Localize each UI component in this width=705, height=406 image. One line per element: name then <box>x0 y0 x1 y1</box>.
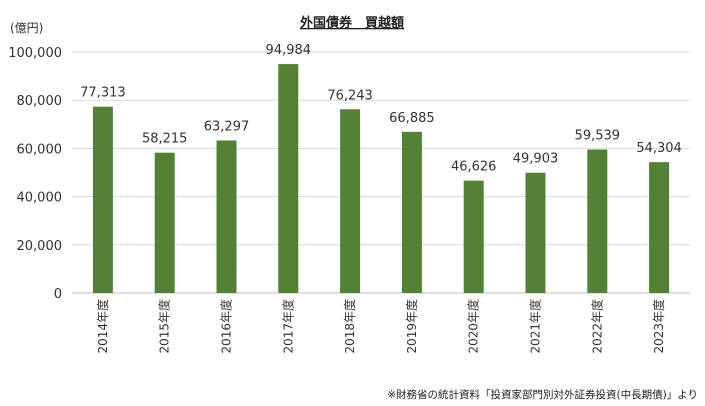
bar <box>463 180 484 293</box>
data-label: 66,885 <box>389 111 435 126</box>
data-label: 58,215 <box>142 132 188 147</box>
x-tick-label: 2021年度 <box>528 299 543 354</box>
source-note: ※財務省の統計資料「投資家部門別対外証券投資(中長期債)」より <box>387 388 698 401</box>
y-tick-label: 20,000 <box>17 239 63 254</box>
data-label: 63,297 <box>204 119 250 134</box>
y-tick-label: 60,000 <box>17 142 63 157</box>
x-tick-label: 2016年度 <box>219 299 234 354</box>
x-tick-label: 2019年度 <box>404 299 419 354</box>
x-tick-label: 2018年度 <box>342 299 357 354</box>
gridlines <box>72 51 690 246</box>
data-label: 76,243 <box>327 88 373 103</box>
bar <box>340 109 361 294</box>
data-label: 46,626 <box>451 160 497 175</box>
chart-title: 外国債券 買越額 <box>299 15 404 31</box>
bar <box>154 152 175 293</box>
x-tick-label: 2017年度 <box>280 299 295 354</box>
data-label: 77,313 <box>80 86 126 101</box>
y-tick-label: 100,000 <box>8 46 62 61</box>
x-tick-label: 2023年度 <box>651 299 666 354</box>
y-tick-label: 80,000 <box>17 94 63 109</box>
x-tick-label: 2015年度 <box>157 299 172 354</box>
y-tick-label: 40,000 <box>17 191 63 206</box>
bar <box>92 106 113 294</box>
bar <box>525 172 546 293</box>
x-tick-label: 2020年度 <box>466 299 481 354</box>
data-labels: 77,313 58,215 63,297 94,984 76,243 66,885 46,6… <box>80 43 682 175</box>
x-axis-labels: 2014年度 2015年度 2016年度 2017年度 2018年度 2019年度 2020… <box>95 299 666 354</box>
x-tick-label: 2022年度 <box>589 299 604 354</box>
y-tick-label: 0 <box>54 287 62 302</box>
bar <box>278 64 299 293</box>
data-label: 54,304 <box>636 141 682 156</box>
y-axis-unit-label: (億円) <box>10 21 43 35</box>
bars <box>92 64 670 294</box>
bar <box>401 131 422 293</box>
bar <box>216 140 237 293</box>
y-axis-ticks: 0 20,000 40,000 60,000 80,000 100,000 <box>8 46 62 302</box>
bar <box>587 149 608 293</box>
x-tick-label: 2014年度 <box>95 299 110 354</box>
data-label: 59,539 <box>575 129 621 144</box>
data-label: 49,903 <box>513 152 559 167</box>
bar <box>649 162 670 293</box>
data-label: 94,984 <box>266 43 312 58</box>
